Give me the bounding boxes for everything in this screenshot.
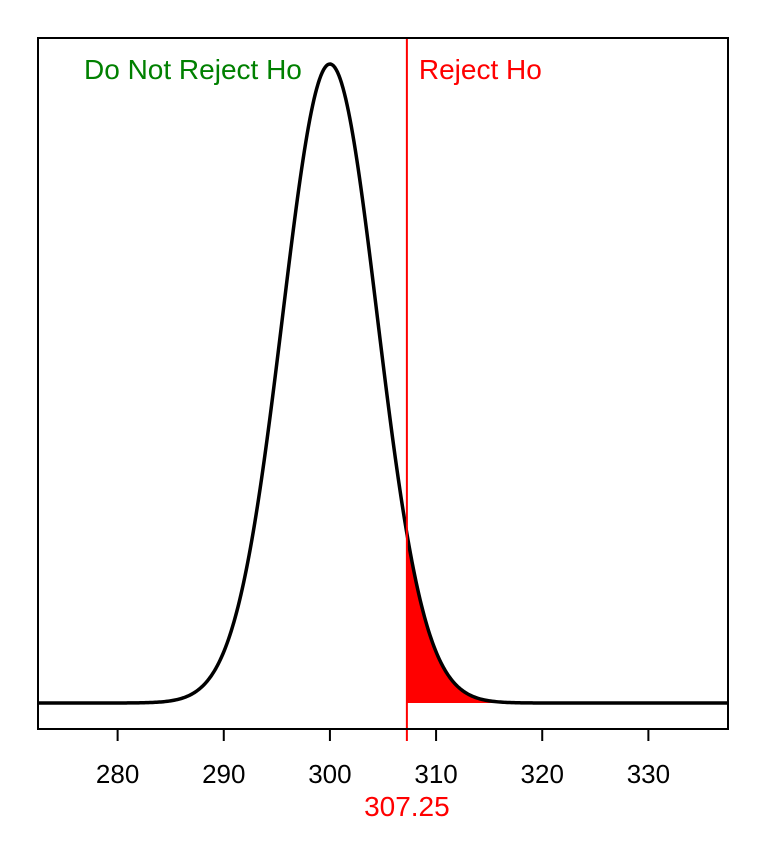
critical-value-label: 307.25 <box>364 791 450 822</box>
plot-frame <box>37 37 729 730</box>
x-tick-label: 290 <box>202 759 245 789</box>
x-tick-label: 280 <box>96 759 139 789</box>
x-tick-label: 310 <box>414 759 457 789</box>
reject-label: Reject Ho <box>419 54 542 85</box>
plot-area <box>37 38 729 741</box>
do-not-reject-label: Do Not Reject Ho <box>84 54 302 85</box>
reject-region-shading <box>406 533 728 703</box>
x-tick-label: 320 <box>521 759 564 789</box>
density-curve <box>37 62 729 705</box>
x-tick-label: 300 <box>308 759 351 789</box>
x-tick-label: 330 <box>627 759 670 789</box>
x-axis: 280 290 300 310 320 330 <box>96 729 670 789</box>
